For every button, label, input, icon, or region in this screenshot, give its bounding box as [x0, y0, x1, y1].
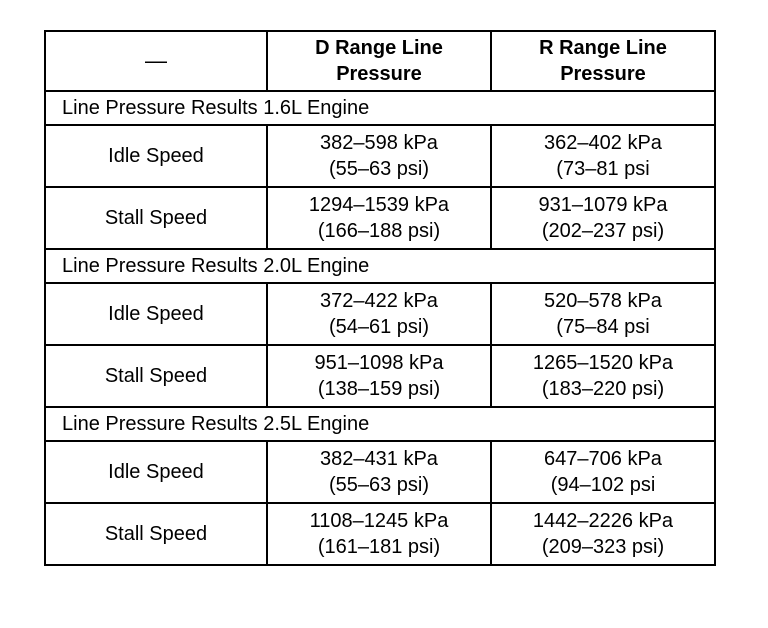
header-row: — D Range Line Pressure R Range Line Pre… — [44, 30, 716, 92]
d-range-cell: 1294–1539 kPa (166–188 psi) — [266, 186, 492, 250]
d-range-cell: 382–598 kPa (55–63 psi) — [266, 124, 492, 188]
r-range-cell: 362–402 kPa (73–81 psi — [490, 124, 716, 188]
row-label: Idle Speed — [44, 440, 268, 504]
r-range-cell: 1442–2226 kPa (209–323 psi) — [490, 502, 716, 566]
d-range-kpa: 951–1098 kPa — [314, 352, 444, 374]
d-range-kpa: 372–422 kPa — [320, 290, 438, 312]
r-range-kpa: 1442–2226 kPa — [532, 510, 674, 532]
d-range-psi: (138–159 psi) — [317, 378, 441, 400]
r-range-psi: (209–323 psi) — [541, 536, 665, 558]
d-range-psi: (54–61 psi) — [328, 316, 430, 338]
row-label: Stall Speed — [44, 344, 268, 408]
table-row: Stall Speed 951–1098 kPa (138–159 psi) 1… — [44, 344, 716, 408]
header-dash: — — [145, 47, 167, 73]
table-row: Idle Speed 372–422 kPa (54–61 psi) 520–5… — [44, 282, 716, 346]
table-row: Idle Speed 382–598 kPa (55–63 psi) 362–4… — [44, 124, 716, 188]
d-range-cell: 1108–1245 kPa (161–181 psi) — [266, 502, 492, 566]
table-row: Stall Speed 1294–1539 kPa (166–188 psi) … — [44, 186, 716, 250]
r-range-psi: (183–220 psi) — [541, 378, 665, 400]
r-range-psi: (73–81 psi — [556, 158, 650, 180]
r-range-kpa: 1265–1520 kPa — [532, 352, 674, 374]
r-range-cell: 647–706 kPa (94–102 psi — [490, 440, 716, 504]
r-range-cell: 931–1079 kPa (202–237 psi) — [490, 186, 716, 250]
row-label: Idle Speed — [44, 282, 268, 346]
header-blank-cell: — — [44, 30, 268, 92]
line-pressure-table: — D Range Line Pressure R Range Line Pre… — [44, 30, 716, 566]
header-r-range: R Range Line Pressure — [490, 30, 716, 92]
section-row: Line Pressure Results 1.6L Engine — [44, 90, 716, 126]
d-range-kpa: 382–598 kPa — [320, 132, 438, 154]
d-range-kpa: 382–431 kPa — [320, 448, 438, 470]
d-range-cell: 372–422 kPa (54–61 psi) — [266, 282, 492, 346]
row-label: Stall Speed — [44, 502, 268, 566]
r-range-kpa: 931–1079 kPa — [538, 194, 668, 216]
header-r-range-line2: Pressure — [560, 63, 646, 85]
d-range-kpa: 1108–1245 kPa — [309, 510, 449, 532]
header-d-range-line2: Pressure — [336, 63, 422, 85]
section-row: Line Pressure Results 2.5L Engine — [44, 406, 716, 442]
d-range-psi: (166–188 psi) — [317, 220, 441, 242]
header-d-range-line1: D Range Line — [315, 37, 443, 59]
d-range-kpa: 1294–1539 kPa — [308, 194, 450, 216]
d-range-cell: 951–1098 kPa (138–159 psi) — [266, 344, 492, 408]
r-range-psi: (202–237 psi) — [541, 220, 665, 242]
header-d-range: D Range Line Pressure — [266, 30, 492, 92]
r-range-psi: (94–102 psi — [550, 474, 656, 496]
row-label: Stall Speed — [44, 186, 268, 250]
row-label: Idle Speed — [44, 124, 268, 188]
r-range-kpa: 647–706 kPa — [544, 448, 662, 470]
r-range-cell: 1265–1520 kPa (183–220 psi) — [490, 344, 716, 408]
r-range-kpa: 362–402 kPa — [544, 132, 662, 154]
header-r-range-line1: R Range Line — [539, 37, 667, 59]
section-title: Line Pressure Results 2.0L Engine — [44, 248, 716, 284]
table-row: Idle Speed 382–431 kPa (55–63 psi) 647–7… — [44, 440, 716, 504]
r-range-kpa: 520–578 kPa — [544, 290, 662, 312]
section-row: Line Pressure Results 2.0L Engine — [44, 248, 716, 284]
d-range-psi: (55–63 psi) — [328, 474, 430, 496]
table-row: Stall Speed 1108–1245 kPa (161–181 psi) … — [44, 502, 716, 566]
d-range-psi: (55–63 psi) — [328, 158, 430, 180]
r-range-psi: (75–84 psi — [556, 316, 650, 338]
r-range-cell: 520–578 kPa (75–84 psi — [490, 282, 716, 346]
section-title: Line Pressure Results 2.5L Engine — [44, 406, 716, 442]
section-title: Line Pressure Results 1.6L Engine — [44, 90, 716, 126]
d-range-cell: 382–431 kPa (55–63 psi) — [266, 440, 492, 504]
d-range-psi: (161–181 psi) — [317, 536, 441, 558]
